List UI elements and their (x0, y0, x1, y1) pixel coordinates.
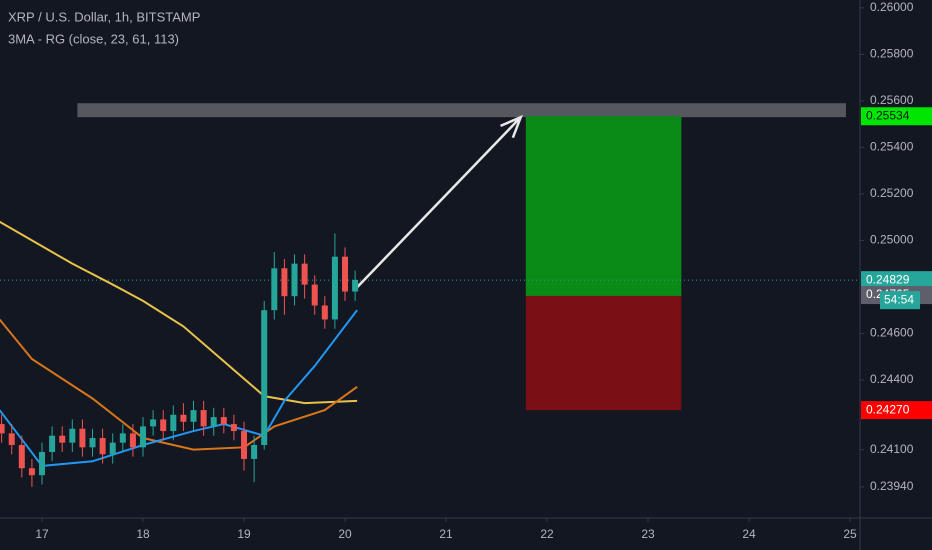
candle-body (49, 435, 56, 452)
x-tick-label: 22 (540, 527, 554, 541)
candle-body (230, 424, 237, 432)
candle-body (200, 410, 207, 427)
candle-body (271, 268, 278, 311)
moving-average (0, 220, 358, 405)
candle-body (59, 435, 66, 443)
price-label: 0.24829 (866, 272, 910, 286)
candle-body (291, 263, 298, 297)
candle-body (8, 433, 15, 445)
y-tick-label: 0.25600 (870, 93, 914, 107)
candle-body (180, 414, 187, 422)
resistance-zone (77, 103, 846, 118)
y-tick-label: 0.23940 (870, 479, 914, 493)
candle-body (119, 433, 126, 443)
x-tick-label: 18 (136, 527, 150, 541)
candle-body (18, 444, 25, 469)
candle-body (0, 424, 5, 434)
candle-body (342, 256, 349, 292)
candle-body (190, 410, 197, 422)
x-tick-label: 17 (35, 527, 49, 541)
y-tick-label: 0.25200 (870, 186, 914, 200)
x-tick-label: 23 (641, 527, 655, 541)
candle-body (251, 444, 258, 459)
candle-body (331, 256, 338, 320)
x-tick-label: 19 (237, 527, 251, 541)
candle-body (69, 428, 76, 443)
moving-average (0, 318, 358, 451)
y-tick-label: 0.24100 (870, 442, 914, 456)
price-label: 0.25534 (866, 108, 910, 122)
candle-body (39, 451, 46, 476)
x-tick-label: 21 (439, 527, 453, 541)
x-tick-label: 20 (338, 527, 352, 541)
price-label-bg (861, 107, 932, 126)
candle-body (220, 417, 227, 425)
y-tick-label: 0.25800 (870, 47, 914, 61)
candle-body (301, 263, 308, 285)
price-label-bg (861, 271, 932, 290)
candle-body (150, 419, 157, 427)
candle-body (261, 310, 268, 445)
candle-body (129, 433, 136, 448)
candle-body (241, 431, 248, 459)
chart-title: XRP / U.S. Dollar, 1h, BITSTAMP (8, 9, 200, 24)
candle-body (352, 279, 359, 292)
arrow (353, 114, 523, 292)
candle-body (140, 426, 147, 448)
x-tick-label: 24 (742, 527, 756, 541)
y-tick-label: 0.26000 (870, 0, 914, 14)
candle-body (210, 417, 217, 427)
candle-body (311, 284, 318, 306)
candle-body (79, 428, 86, 448)
y-tick-label: 0.24600 (870, 326, 914, 340)
candle-body (170, 414, 177, 432)
x-tick-label: 25 (843, 527, 857, 541)
candle-body (281, 268, 288, 297)
candle-body (28, 468, 35, 476)
y-tick-label: 0.24400 (870, 372, 914, 386)
y-tick-label: 0.25400 (870, 140, 914, 154)
profit-zone (525, 116, 682, 296)
moving-average (0, 309, 358, 467)
candle-body (99, 438, 106, 455)
price-label-bg (861, 401, 932, 420)
y-tick-label: 0.25000 (870, 233, 914, 247)
loss-zone (525, 295, 682, 411)
price-label: 0.24270 (866, 402, 910, 416)
indicator-label: 3MA - RG (close, 23, 61, 113) (8, 31, 179, 46)
candle-body (109, 442, 116, 455)
countdown: 54:54 (884, 292, 914, 306)
candle-body (321, 305, 328, 320)
candle-body (160, 419, 167, 432)
candle-body (89, 438, 96, 448)
countdown-bg (880, 291, 920, 310)
